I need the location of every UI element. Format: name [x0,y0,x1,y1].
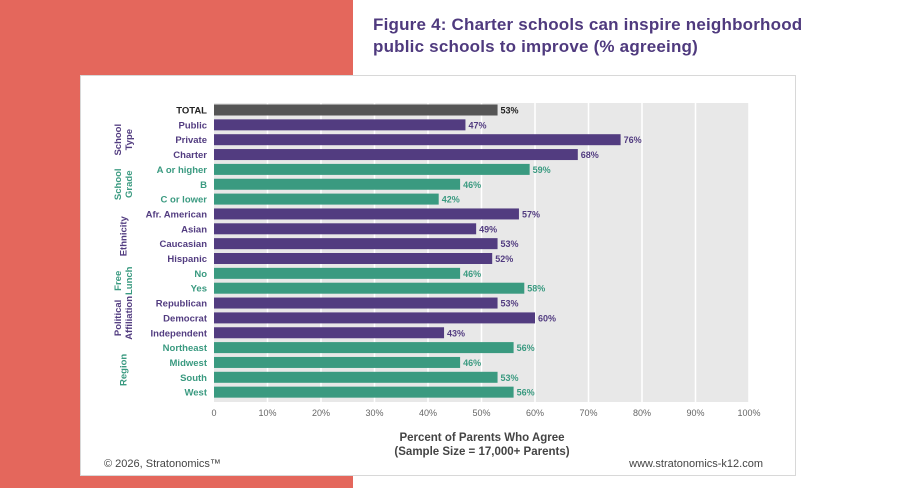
bar-total [214,104,498,116]
x-tick-label: 70% [579,408,597,418]
bar-independent [214,327,445,339]
data-label: 53% [501,239,519,249]
group-label: School [113,168,124,200]
data-label: 60% [538,313,556,323]
category-label: Democrat [163,313,208,324]
group-label: Lunch [124,266,135,295]
bar-democrat [214,312,535,324]
category-label: Public [178,120,207,131]
bar-a-or-higher [214,163,530,175]
data-label: 57% [522,209,540,219]
bar-no [214,267,461,279]
category-label: Northeast [163,343,208,354]
data-label: 46% [463,180,481,190]
category-label: C or lower [161,195,208,206]
data-label: 52% [495,254,513,264]
data-label: 53% [501,299,519,309]
x-tick-label: 50% [472,408,490,418]
bar-c-or-lower [214,193,439,205]
category-label: Afr. American [146,209,208,220]
x-tick-label: 10% [258,408,276,418]
x-tick-label: 80% [633,408,651,418]
bar-yes [214,282,525,294]
category-label: A or higher [157,165,208,176]
x-axis-subtitle: (Sample Size = 17,000+ Parents) [394,446,569,458]
x-tick-label: 0 [211,408,216,418]
category-label: No [194,269,207,280]
data-label: 68% [581,150,599,160]
category-label: Asian [181,224,207,235]
category-label: Private [175,135,207,146]
group-label: Ethnicity [119,215,130,256]
bar-republican [214,297,498,309]
x-axis-title: Percent of Parents Who Agree [399,432,564,444]
group-label: Affiliation [124,296,135,340]
bar-public [214,119,466,131]
data-label: 49% [479,224,497,234]
data-label: 46% [463,269,481,279]
group-label: Type [124,129,135,150]
x-tick-label: 100% [737,408,760,418]
group-label: Free [113,271,124,291]
bar-asian [214,223,477,235]
copyright-text: © 2026, Stratonomics™ [104,458,221,470]
data-label: 43% [447,328,465,338]
category-label: South [180,373,207,384]
data-label: 58% [527,284,545,294]
category-label: Independent [151,328,208,339]
category-label: Midwest [170,358,208,369]
bar-charter [214,149,578,161]
bar-midwest [214,356,461,368]
group-label: Region [119,354,130,386]
data-label: 47% [468,120,486,130]
category-label: TOTAL [176,106,207,117]
data-label: 56% [517,388,535,398]
x-tick-label: 60% [526,408,544,418]
category-label: B [200,180,207,191]
bar-west [214,386,514,398]
bar-b [214,178,461,190]
x-tick-label: 90% [686,408,704,418]
figure-title: Figure 4: Charter schools can inspire ne… [373,15,803,56]
data-label: 53% [501,106,519,116]
x-tick-label: 30% [365,408,383,418]
bar-south [214,371,498,383]
data-label: 56% [517,343,535,353]
category-label: Yes [191,284,207,295]
x-tick-label: 20% [312,408,330,418]
category-label: Republican [156,299,207,310]
bar-hispanic [214,253,493,264]
data-label: 46% [463,358,481,368]
group-label: Political [113,300,124,336]
website-link[interactable]: www.stratonomics-k12.com [629,458,763,470]
bar-private [214,134,621,146]
data-label: 42% [442,195,460,205]
bar-caucasian [214,238,498,250]
data-label: 53% [501,373,519,383]
x-tick-label: 40% [419,408,437,418]
data-label: 59% [533,165,551,175]
category-label: Hispanic [167,254,207,265]
bar-afr-american [214,208,519,220]
category-label: Caucasian [159,239,207,250]
data-label: 76% [624,135,642,145]
category-label: Charter [173,150,207,161]
category-label: West [184,388,207,399]
group-label: Grade [124,171,135,198]
group-label: School [113,124,124,156]
bar-northeast [214,342,514,354]
